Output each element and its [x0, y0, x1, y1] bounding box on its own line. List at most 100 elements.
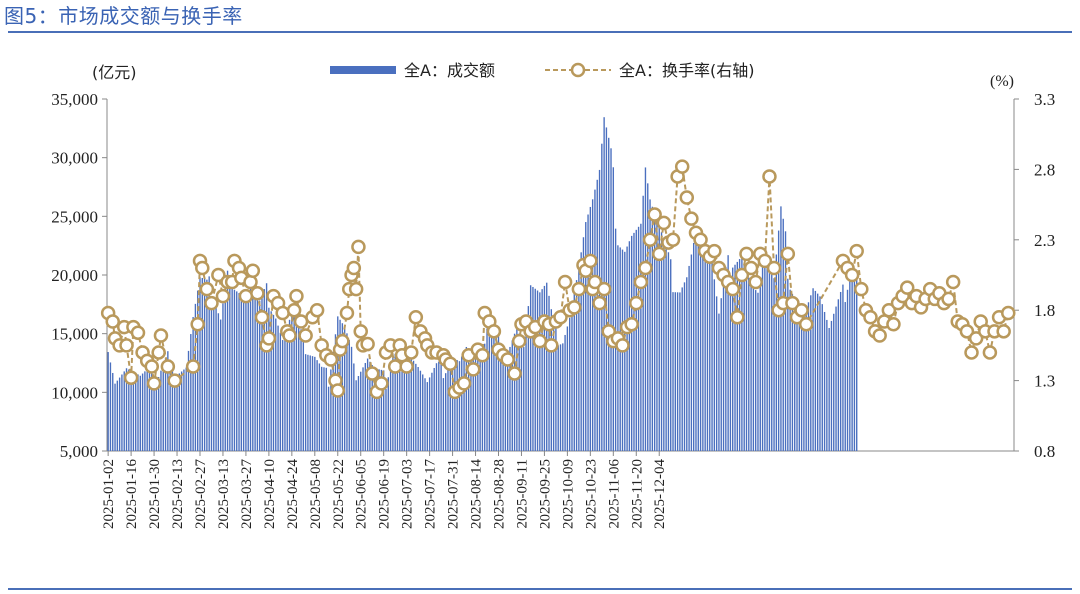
turnover-value-bar — [729, 278, 732, 451]
turnover-value-bar — [766, 259, 768, 451]
turnover-value-bar — [454, 359, 456, 451]
turnover-value-bar — [640, 223, 642, 451]
turnover-value-bar — [676, 292, 679, 451]
turnover-value-bar — [754, 290, 757, 451]
turnover-value-bar — [559, 344, 562, 451]
turnover-value-bar — [176, 375, 178, 451]
turnover-value-bar — [479, 357, 481, 451]
turnover-value-bar — [355, 380, 357, 451]
turnover-value-bar — [288, 319, 291, 451]
turnover-value-bar — [771, 271, 773, 451]
turnover-value-bar — [461, 356, 463, 451]
turnover-value-bar — [672, 292, 674, 451]
turnover-value-bar — [768, 265, 771, 451]
x-tick-label: 2025-09-25 — [537, 459, 553, 529]
turnover-value-bar — [380, 369, 383, 451]
turnover-value-bar — [135, 373, 137, 451]
turnover-value-bar — [369, 361, 371, 451]
turnover-value-bar — [178, 373, 181, 451]
turnover-value-bar — [513, 333, 516, 451]
turnover-rate-point — [872, 328, 887, 343]
turnover-rate-point — [465, 362, 481, 377]
turnover-value-bar — [180, 371, 183, 451]
turnover-value-bar — [780, 206, 782, 451]
turnover-value-bar — [541, 289, 543, 451]
turnover-value-bar — [649, 199, 651, 451]
turnover-value-bar — [557, 345, 559, 451]
turnover-rate-point — [167, 373, 182, 388]
turnover-value-bar — [109, 362, 112, 451]
x-tick-label: 2025-08-14 — [469, 459, 485, 529]
turnover-value-bar — [715, 296, 718, 451]
turnover-value-bar — [594, 189, 596, 451]
turnover-value-bar — [112, 372, 114, 451]
left-axis-ticks: 5,000 10,000 15,000 20,000 25,000 30,000 35,00… — [51, 90, 107, 461]
x-tick-label: 2025-02-13 — [170, 459, 186, 529]
turnover-value-bar — [709, 259, 711, 451]
turnover-value-bar — [532, 286, 534, 451]
right-tick-label: 1.3 — [1034, 372, 1055, 391]
turnover-rate-point — [507, 366, 522, 381]
turnover-value-bar — [247, 290, 249, 451]
turnover-value-bar — [511, 340, 513, 451]
turnover-value-bar — [660, 232, 663, 451]
turnover-value-bar — [371, 365, 373, 451]
turnover-rate-point — [330, 383, 346, 398]
turnover-value-bar — [277, 325, 279, 451]
turnover-rate-point — [408, 309, 424, 325]
turnover-value-bar — [830, 320, 833, 451]
turnover-value-bar — [449, 363, 451, 451]
legend-bar-swatch — [330, 66, 396, 74]
turnover-value-bar — [713, 279, 716, 451]
turnover-value-bar — [653, 214, 656, 451]
turnover-rate-point — [651, 246, 667, 262]
turnover-rate-point — [665, 232, 681, 248]
turnover-value-bar — [844, 302, 846, 451]
turnover-rate-point — [642, 232, 658, 248]
turnover-rate-point — [286, 302, 302, 318]
turnover-value-bar — [692, 242, 695, 451]
turnover-value-bar — [656, 220, 658, 451]
turnover-value-bar — [272, 314, 275, 451]
turnover-value-bar — [725, 266, 727, 451]
turnover-value-bar — [445, 373, 447, 451]
turnover-value-bar — [504, 354, 507, 451]
turnover-value-bar — [474, 355, 477, 451]
turnover-value-bar — [851, 277, 853, 451]
x-tick-label: 2025-06-19 — [377, 459, 393, 529]
turnover-value-bar — [826, 319, 828, 451]
turnover-rate-line — [100, 159, 1016, 400]
turnover-value-bar — [405, 356, 408, 451]
turnover-value-bar — [321, 366, 323, 451]
turnover-rate-point — [475, 348, 490, 363]
turnover-value-bar — [585, 222, 587, 451]
turnover-rate-point — [798, 317, 814, 332]
turnover-value-bar — [332, 351, 334, 451]
turnover-value-bar — [357, 376, 360, 451]
turnover-value-bar — [823, 311, 826, 451]
turnover-value-bar — [582, 237, 585, 451]
turnover-value-bar — [171, 368, 174, 451]
turnover-rate-point — [583, 253, 598, 269]
turnover-rate-point — [195, 260, 210, 276]
turnover-value-bar — [141, 373, 144, 451]
turnover-value-bar — [548, 295, 550, 451]
turnover-rate-point — [351, 239, 366, 255]
turnover-value-bar — [137, 374, 139, 451]
turnover-value-bar — [330, 369, 332, 451]
turnover-value-bar — [679, 292, 681, 451]
x-axis-ticks: 2025-01-02 2025-01-16 2025-01-30 2025-02-13… — [101, 451, 668, 529]
turnover-value-bar — [794, 298, 796, 451]
turnover-rate-point — [679, 190, 695, 205]
turnover-rate-point — [592, 295, 607, 311]
turnover-rate-point — [596, 281, 612, 297]
title-rule — [8, 31, 1072, 33]
turnover-value-bar — [828, 327, 830, 451]
turnover-value-bar — [229, 276, 231, 451]
turnover-value-bar — [470, 351, 472, 451]
turnover-value-bar — [842, 284, 844, 451]
turnover-value-bar — [366, 358, 369, 451]
turnover-rate-point — [638, 260, 653, 276]
turnover-rate-point — [243, 274, 258, 290]
